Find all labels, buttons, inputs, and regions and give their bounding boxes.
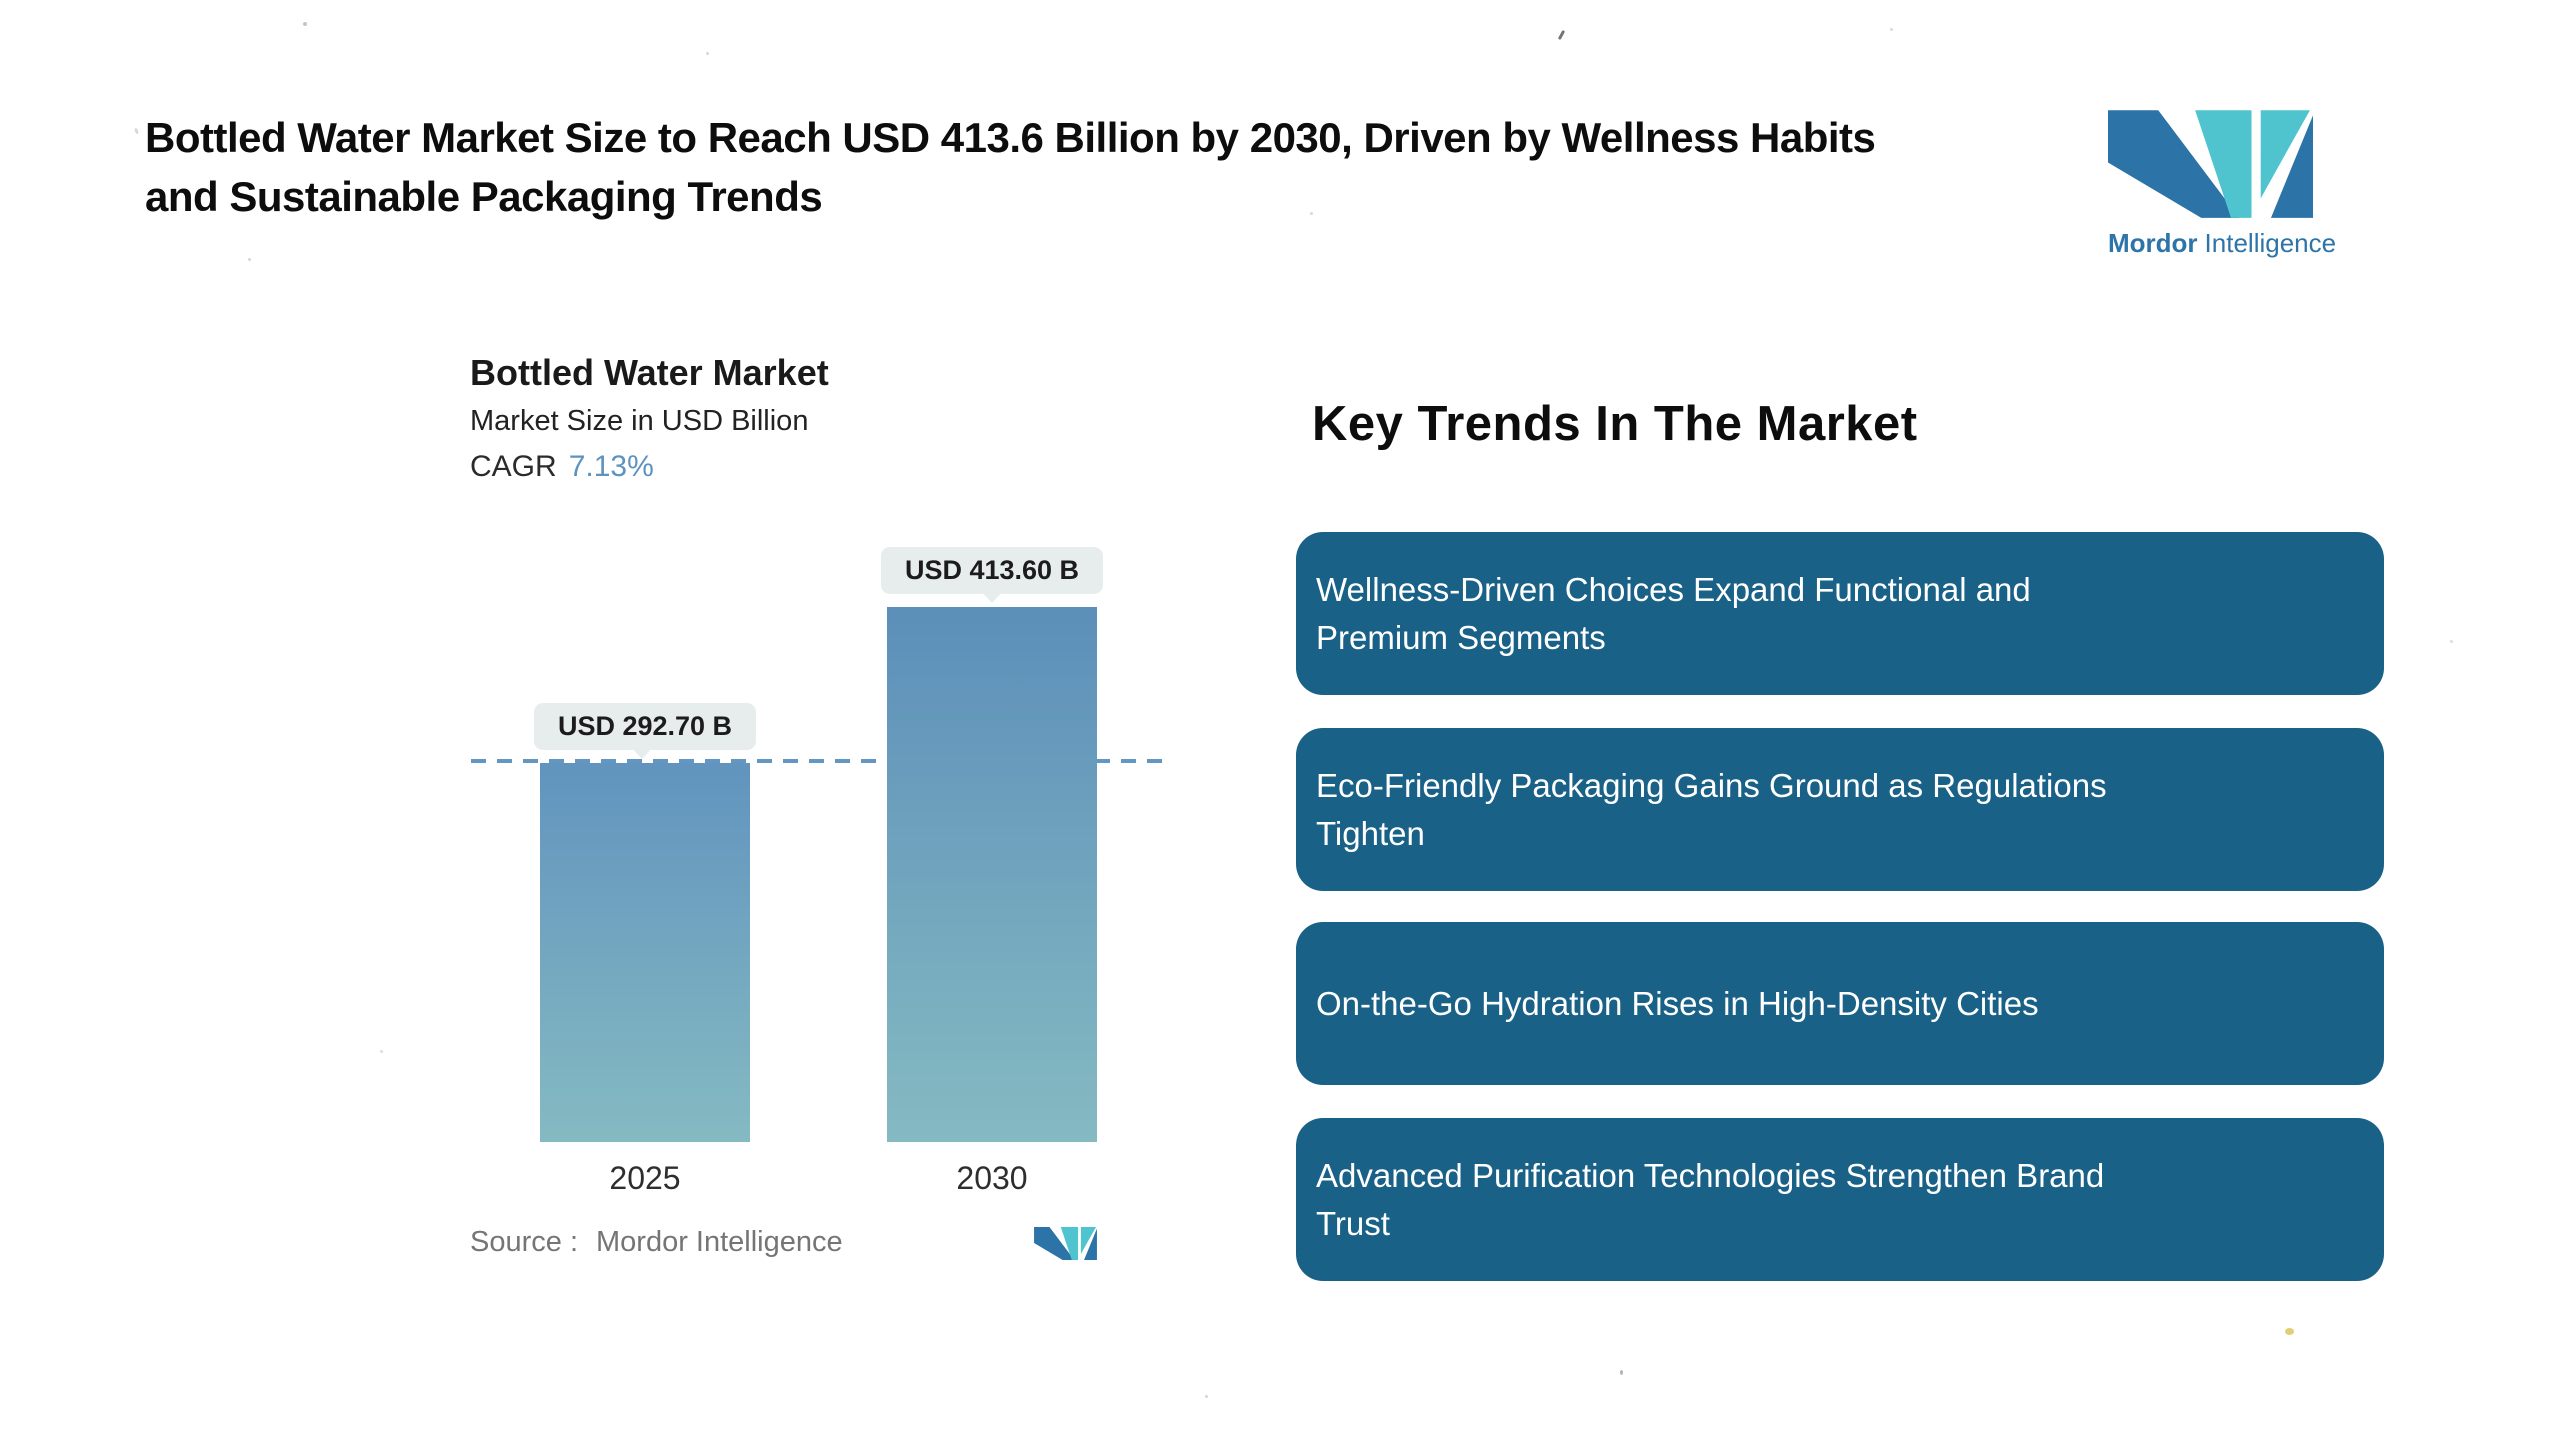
noise-speck xyxy=(706,52,709,55)
trend-card-wellness: Wellness-Driven Choices Expand Functiona… xyxy=(1296,532,2384,695)
page-title-line-1: Bottled Water Market Size to Reach USD 4… xyxy=(145,114,1876,161)
value-bubble-2030: USD 413.60 B xyxy=(880,547,1104,594)
bar-2025 xyxy=(540,763,750,1142)
page-title: Bottled Water Market Size to Reach USD 4… xyxy=(145,108,1876,226)
noise-speck xyxy=(1205,1395,1208,1398)
noise-speck xyxy=(2285,1328,2294,1335)
mordor-intelligence-logo-icon xyxy=(2108,110,2338,218)
chart-cagr-row: CAGR 7.13% xyxy=(470,450,654,484)
trend-card-text: Wellness-Driven Choices Expand Functiona… xyxy=(1316,570,2031,608)
value-bubble-2025: USD 292.70 B xyxy=(533,703,757,750)
trend-card-text: Trust xyxy=(1316,1204,1390,1242)
key-trends-heading: Key Trends In The Market xyxy=(1312,397,1918,451)
bar-chart-plot-area: USD 292.70 B USD 413.60 B 2025 2030 xyxy=(470,540,1180,1196)
page-title-line-2: and Sustainable Packaging Trends xyxy=(145,173,823,220)
noise-speck xyxy=(1557,29,1566,41)
trend-card-text: Premium Segments xyxy=(1316,618,1606,656)
brand-word-mordor: Mordor xyxy=(2108,228,2198,258)
value-bubble-2030-pointer xyxy=(979,589,1005,603)
x-axis-label-2030: 2030 xyxy=(956,1160,1028,1196)
trend-card-text: Tighten xyxy=(1316,814,1425,852)
noise-speck xyxy=(303,22,307,26)
noise-speck xyxy=(2450,640,2453,643)
chart-title: Bottled Water Market xyxy=(470,352,829,393)
chart-subtitle: Market Size in USD Billion xyxy=(470,405,809,437)
cagr-label: CAGR xyxy=(470,450,557,483)
source-value: Mordor Intelligence xyxy=(596,1226,843,1258)
cagr-value: 7.13% xyxy=(568,450,654,483)
noise-speck xyxy=(134,127,139,135)
noise-speck xyxy=(1620,1370,1623,1375)
source-label: Source : xyxy=(470,1226,578,1258)
bar-2030 xyxy=(887,607,1097,1142)
trend-card-text: Eco-Friendly Packaging Gains Ground as R… xyxy=(1316,766,2107,804)
noise-speck xyxy=(248,258,251,261)
source-row: Source : Mordor Intelligence xyxy=(470,1226,843,1259)
noise-speck xyxy=(380,1050,383,1053)
brand-word-intelligence: Intelligence xyxy=(2204,228,2337,258)
source-logo-icon xyxy=(1034,1227,1097,1265)
value-bubble-2025-pointer xyxy=(629,745,655,759)
trend-card-hydration: On-the-Go Hydration Rises in High-Densit… xyxy=(1296,922,2384,1085)
trend-card-eco-packaging: Eco-Friendly Packaging Gains Ground as R… xyxy=(1296,728,2384,891)
trend-card-text: On-the-Go Hydration Rises in High-Densit… xyxy=(1316,984,2039,1022)
trend-card-purification: Advanced Purification Technologies Stren… xyxy=(1296,1118,2384,1281)
reference-dashed-line xyxy=(471,759,1171,763)
noise-speck xyxy=(1890,28,1893,31)
brand-wordmark: Mordor Intelligence xyxy=(2108,228,2338,259)
x-axis-label-2025: 2025 xyxy=(609,1160,681,1196)
trend-card-text: Advanced Purification Technologies Stren… xyxy=(1316,1156,2105,1194)
brand-logo: Mordor Intelligence xyxy=(2108,110,2338,259)
